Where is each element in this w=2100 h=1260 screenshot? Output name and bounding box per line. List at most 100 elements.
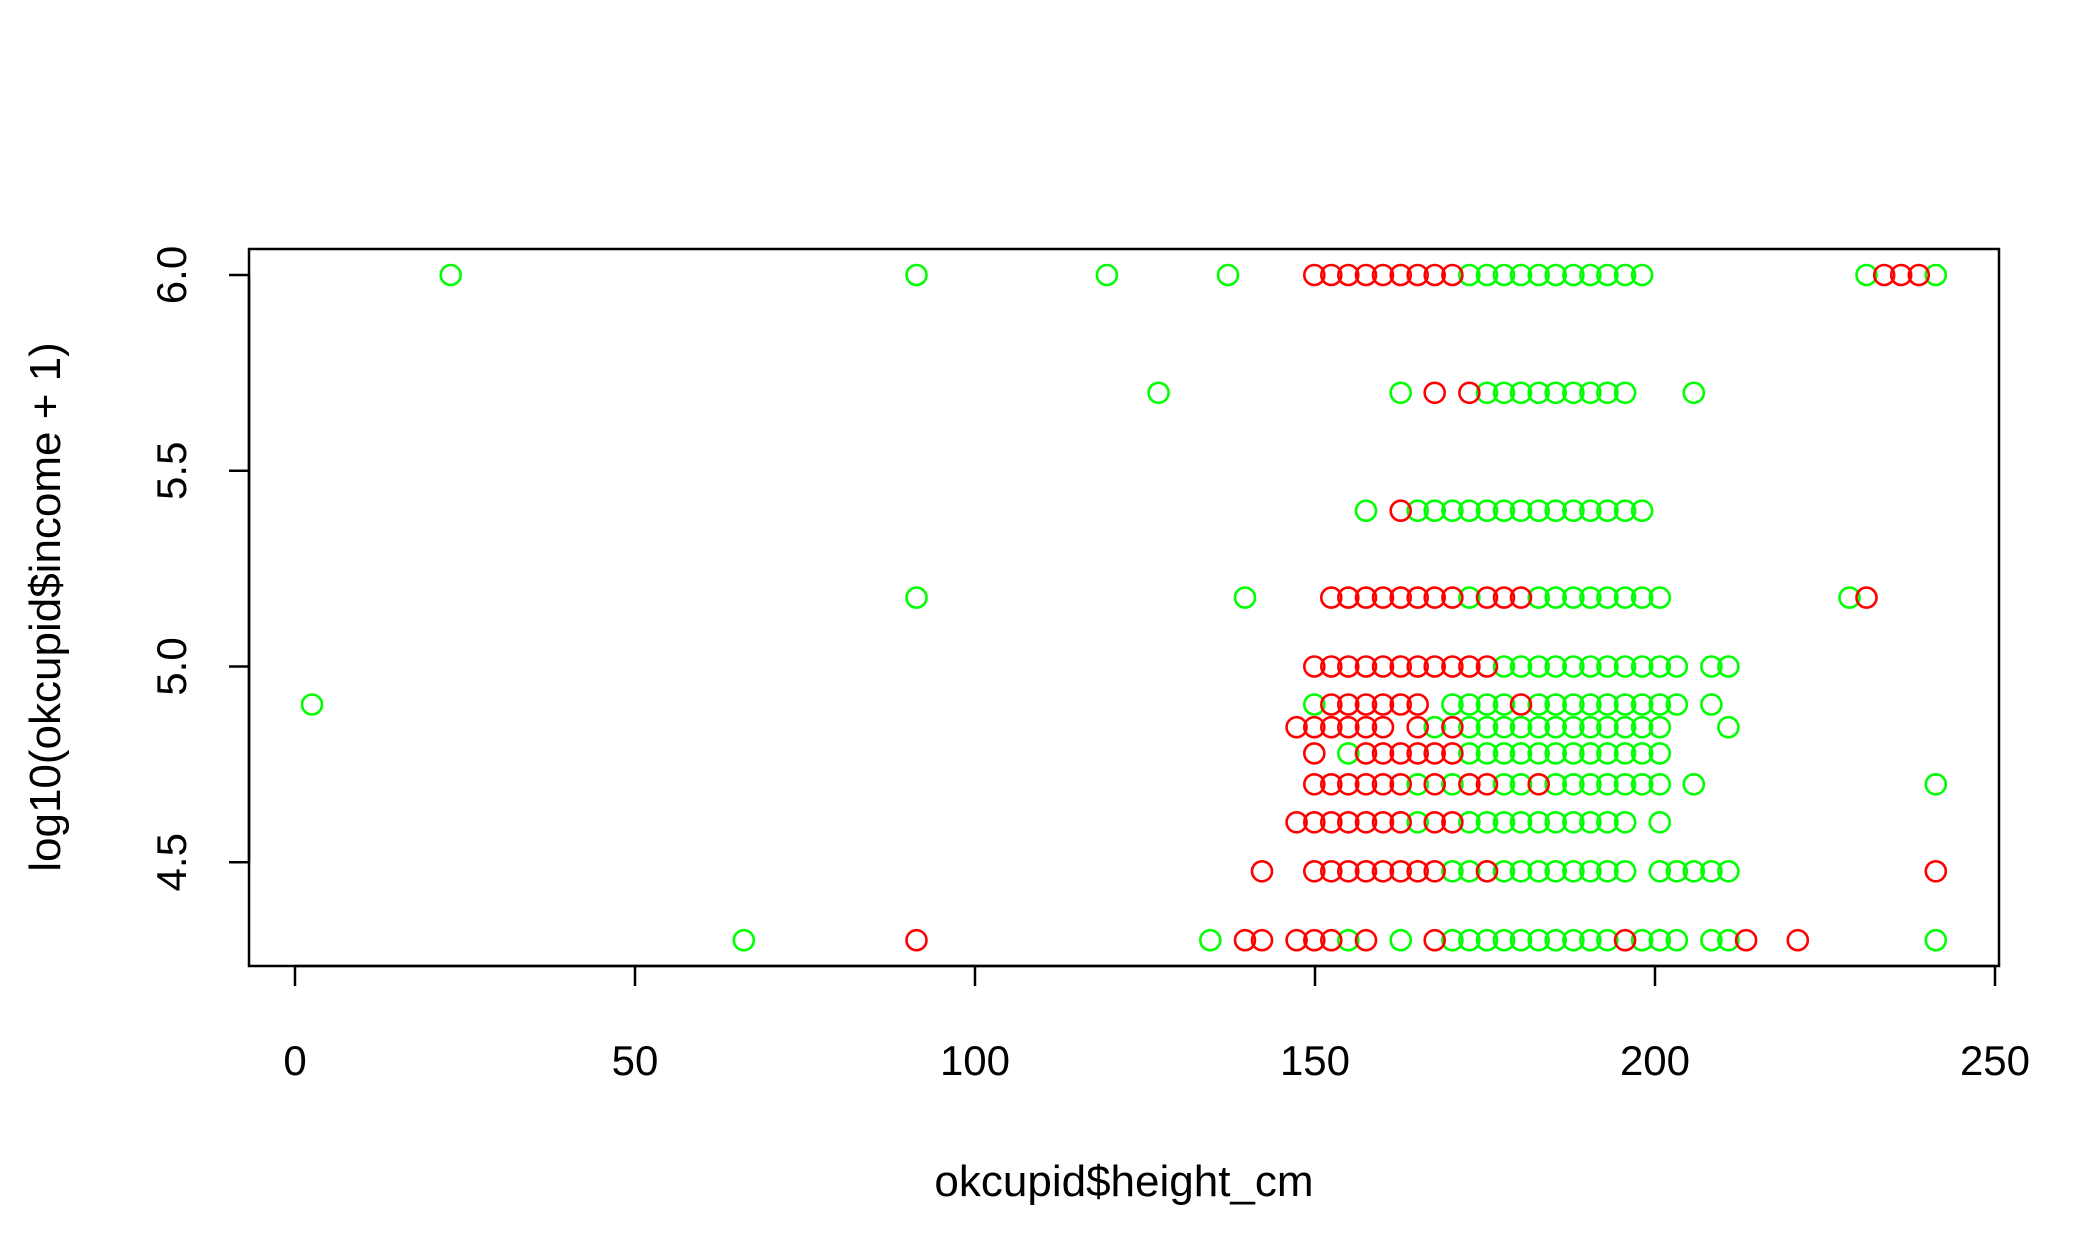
x-tick-label: 0 (283, 1037, 306, 1084)
data-point (1441, 810, 1464, 834)
data-point (1233, 928, 1257, 952)
data-point (1354, 859, 1378, 883)
data-point (1562, 381, 1585, 405)
data-point (1527, 655, 1550, 678)
data-point (1423, 859, 1446, 883)
data-point (1648, 859, 1672, 883)
data-point (1216, 263, 1240, 287)
data-point (1337, 586, 1360, 609)
data-point (1596, 928, 1619, 952)
data-point (1544, 263, 1567, 287)
data-point (1423, 381, 1446, 405)
data-point (1458, 859, 1481, 883)
data-point (1648, 810, 1672, 834)
data-point (1354, 693, 1378, 716)
data-point (1717, 928, 1740, 952)
data-point (1527, 772, 1550, 796)
data-point (1337, 715, 1360, 739)
data-point (1441, 263, 1464, 287)
data-point (1544, 928, 1567, 952)
data-point (1544, 772, 1567, 796)
data-point (1838, 586, 1861, 609)
data-point (1303, 693, 1326, 716)
data-point (1630, 693, 1654, 716)
data-point (1562, 655, 1585, 678)
data-point (439, 263, 463, 287)
data-point (1371, 742, 1395, 765)
data-point (1441, 772, 1464, 796)
data-point (1613, 655, 1637, 678)
data-point (1630, 655, 1654, 678)
data-point (1596, 859, 1619, 883)
data-point (1320, 693, 1343, 716)
data-point (1389, 499, 1412, 523)
data-point (1492, 810, 1516, 834)
data-point (1441, 499, 1464, 523)
data-point (1458, 586, 1481, 609)
data-point (300, 693, 324, 716)
data-point (1579, 859, 1602, 883)
data-point (1406, 263, 1429, 287)
data-point (1406, 586, 1429, 609)
data-point (1320, 586, 1343, 609)
data-point (1337, 742, 1360, 765)
data-point (1596, 693, 1619, 716)
data-point (1596, 263, 1619, 287)
data-point (1320, 772, 1343, 796)
data-point (1492, 742, 1516, 765)
data-point (1630, 928, 1654, 952)
data-point (1562, 586, 1585, 609)
data-point (1613, 381, 1637, 405)
x-tick-label: 200 (1620, 1037, 1690, 1084)
data-point (1389, 263, 1412, 287)
data-point (1199, 928, 1222, 952)
data-point (1423, 263, 1446, 287)
data-point (1717, 859, 1740, 883)
data-point (905, 586, 928, 609)
data-point (1492, 772, 1516, 796)
data-point (1475, 742, 1499, 765)
data-point (1579, 693, 1602, 716)
data-point (1665, 859, 1689, 883)
data-point (732, 928, 756, 952)
data-point (1423, 499, 1446, 523)
data-point (1682, 772, 1706, 796)
data-point (1285, 810, 1308, 834)
data-point (1406, 810, 1429, 834)
data-point (1924, 263, 1948, 287)
data-point (1389, 859, 1412, 883)
data-point (1423, 715, 1446, 739)
data-point (1562, 810, 1585, 834)
data-point (1406, 742, 1429, 765)
data-point (1354, 655, 1378, 678)
data-point (1406, 772, 1429, 796)
data-point (1475, 499, 1499, 523)
data-point (1544, 586, 1567, 609)
data-point (1371, 772, 1395, 796)
data-point (1630, 499, 1654, 523)
data-point (1889, 263, 1913, 287)
data-point (1596, 772, 1619, 796)
data-point (1648, 742, 1672, 765)
data-point (1337, 693, 1360, 716)
data-point (1250, 859, 1274, 883)
data-point (1492, 586, 1516, 609)
data-point (1492, 655, 1516, 678)
data-point (1527, 693, 1550, 716)
data-point (1544, 499, 1567, 523)
data-point (1596, 499, 1619, 523)
data-point (1907, 263, 1931, 287)
data-point (1613, 742, 1637, 765)
points-layer (300, 263, 1948, 952)
data-point (1527, 263, 1550, 287)
data-point (1648, 715, 1672, 739)
x-tick-label: 250 (1960, 1037, 2030, 1084)
data-point (1423, 742, 1446, 765)
data-point (1509, 928, 1533, 952)
x-tick-label: 100 (940, 1037, 1010, 1084)
data-point (1527, 381, 1550, 405)
data-point (1682, 859, 1706, 883)
data-point (1613, 859, 1637, 883)
data-point (1492, 381, 1516, 405)
data-point (1544, 810, 1567, 834)
